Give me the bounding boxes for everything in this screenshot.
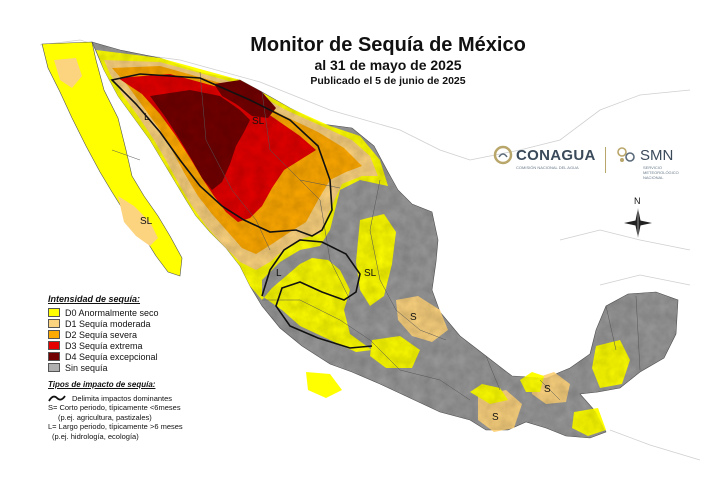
conagua-name: CONAGUA <box>516 146 596 164</box>
label-sl-baja: SL <box>140 216 153 227</box>
impact-long-line2: (p.ej. hidrología, ecología) <box>52 431 139 441</box>
smn-subtitle-line2: METEOROLÓGICO <box>643 170 679 175</box>
impact-boundaries <box>110 73 373 349</box>
impact-long-line1: L= Largo periodo, típicamente >6 meses <box>48 422 183 431</box>
legend-label-none: Sin sequía <box>65 362 108 373</box>
impacts-heading: Tipos de impacto de sequía: <box>48 380 156 389</box>
label-short-south: S <box>492 412 499 423</box>
legend-swatch-d0 <box>48 308 60 317</box>
impact-boundary-north <box>110 73 333 237</box>
smn-subtitle-line1: SERVICIO <box>643 165 663 170</box>
impact-boundary-legend: Delimita impactos dominantes <box>48 393 248 403</box>
legend-label-d4: D4 Sequía excepcional <box>65 351 158 362</box>
legend-item-d0: D0 Anormalmente seco <box>48 307 248 318</box>
legend-swatch-none <box>48 363 60 372</box>
published-date: Publicado el 5 de junio de 2025 <box>310 75 466 87</box>
legend-item-d1: D1 Sequía moderada <box>48 318 248 329</box>
label-short-southeast: S <box>544 384 551 395</box>
conagua-logo: CONAGUA <box>493 145 596 165</box>
smn-logo: SMN <box>615 145 673 165</box>
impact-short-line2: (p.ej. agricultura, pastizales) <box>58 412 152 422</box>
impact-boundary-label: Delimita impactos dominantes <box>72 393 173 403</box>
legend-label-d1: D1 Sequía moderada <box>65 318 151 329</box>
impact-boundary-central <box>261 239 373 349</box>
legend-item-d3: D3 Sequía extrema <box>48 340 248 351</box>
legend-swatch-d3 <box>48 341 60 350</box>
label-short-central: S <box>410 312 417 323</box>
agency-logos: CONAGUA COMISIÓN NACIONAL DEL AGUA SMN S… <box>493 145 693 185</box>
logo-separator <box>605 147 606 173</box>
label-long-central: L <box>276 268 282 279</box>
legend-swatch-d4 <box>48 352 60 361</box>
compass-north-label: N <box>634 196 641 206</box>
smn-subtitle-line3: NACIONAL <box>643 175 664 180</box>
d1-baja-south <box>118 196 158 246</box>
compass-rose-icon: N <box>624 196 652 238</box>
conagua-emblem-icon <box>493 145 513 165</box>
d0-baja-north <box>54 58 82 88</box>
relief-texture <box>92 42 678 438</box>
legend-swatch-d1 <box>48 319 60 328</box>
state-borders <box>111 71 641 401</box>
boundary-line-icon <box>48 395 66 402</box>
conagua-subtitle: COMISIÓN NACIONAL DEL AGUA <box>516 165 579 170</box>
smn-name: SMN <box>640 146 674 164</box>
legend-label-d3: D3 Sequía extrema <box>65 340 143 351</box>
legend-label-d2: D2 Sequía severa <box>65 329 138 340</box>
d0-area-pacific <box>306 372 342 398</box>
legend-swatch-d2 <box>48 330 60 339</box>
legend-item-d4: D4 Sequía excepcional <box>48 351 248 362</box>
legend-label-d0: D0 Anormalmente seco <box>65 307 159 318</box>
label-sl-east: SL <box>364 268 377 279</box>
legend-item-none: Sin sequía <box>48 362 248 373</box>
label-long-north: L <box>144 112 150 123</box>
legend-heading: Intensidad de sequía: <box>48 294 141 304</box>
map-title: Monitor de Sequía de México <box>250 34 526 56</box>
legend-item-d2: D2 Sequía severa <box>48 329 248 340</box>
smn-subtitle: SERVICIO METEOROLÓGICO NACIONAL <box>643 165 679 180</box>
map-subtitle: al 31 de mayo de 2025 <box>314 57 462 73</box>
label-sl-north: SL <box>252 116 265 127</box>
smn-emblem-icon <box>617 147 635 162</box>
legend: Intensidad de sequía: D0 Anormalmente se… <box>48 294 248 441</box>
impact-short-line1: S= Corto periodo, típicamente <6meses <box>48 403 181 412</box>
baja-california-peninsula <box>41 41 183 277</box>
